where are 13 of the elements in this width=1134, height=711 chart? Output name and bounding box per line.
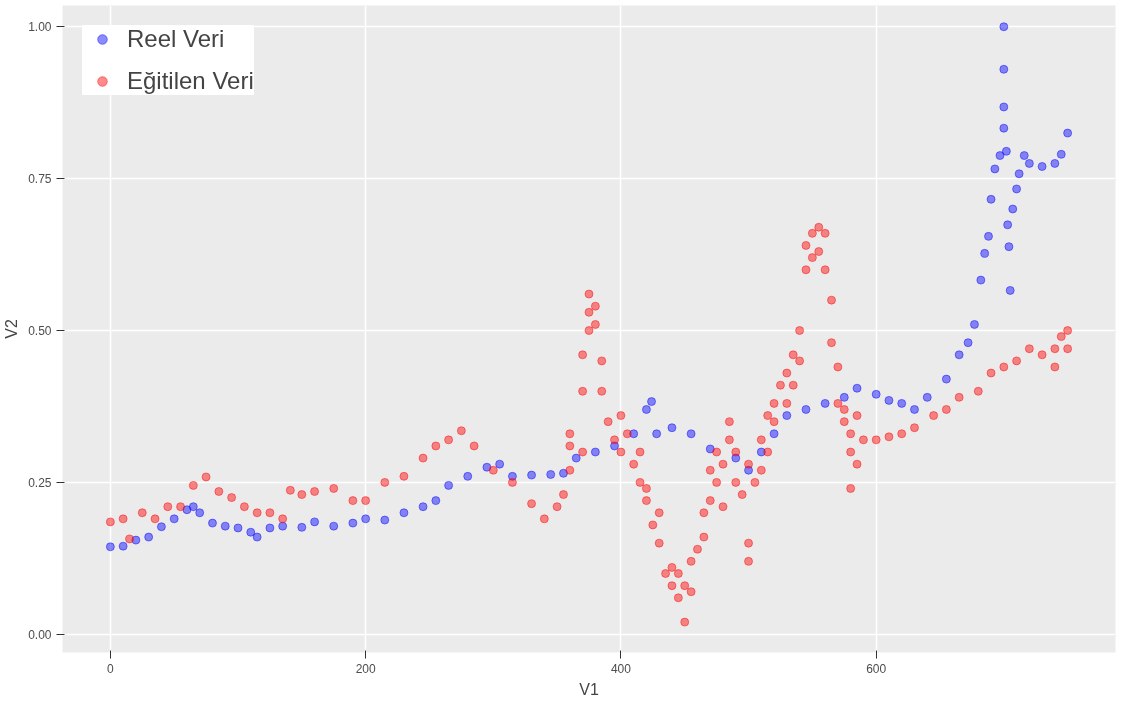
x-tick-label: 200: [355, 661, 376, 676]
y-axis-title: V2: [3, 319, 21, 339]
x-axis-title: V1: [579, 680, 599, 698]
y-tick-label: 0.25: [28, 475, 52, 490]
y-tick-label: 1.00: [28, 20, 52, 35]
legend-label: Eğitilen Veri: [127, 67, 254, 95]
legend-label: Reel Veri: [127, 25, 225, 53]
x-tick-label: 400: [610, 661, 632, 676]
x-tick-label: 600: [866, 661, 887, 676]
y-tick-label: 0.50: [28, 324, 52, 339]
y-tick-label: 0.75: [28, 172, 52, 187]
y-tick-label: 0.00: [28, 627, 52, 642]
x-tick-label: 0: [107, 661, 115, 676]
